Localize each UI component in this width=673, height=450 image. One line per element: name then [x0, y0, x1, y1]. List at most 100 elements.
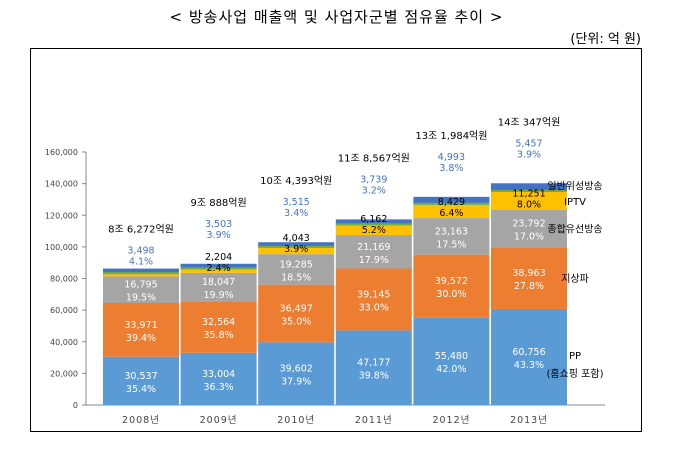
top-value-label: 3,739	[360, 174, 387, 185]
bar-segment-일반위성방송	[258, 242, 335, 248]
segment-share-label: 6.4%	[439, 208, 463, 219]
segment-value-label: 47,177	[357, 358, 390, 369]
bar-segment-일반위성방송	[335, 219, 412, 226]
legend-label-iptv: IPTV	[564, 197, 586, 208]
page-title: < 방송사업 매출액 및 사업자군별 점유율 추이 >	[169, 8, 504, 26]
bar-accent-strip	[258, 245, 335, 248]
segment-value-label: 18,047	[202, 277, 235, 288]
bar-segment-PP	[103, 356, 179, 405]
y-tick-label: 20,000	[50, 369, 78, 378]
bar-segment-IPTV	[413, 204, 490, 219]
segment-share-label: 39.8%	[359, 371, 389, 382]
total-label: 14조 347억원	[498, 116, 561, 128]
segment-value-label: 39,145	[357, 289, 390, 300]
bar-accent-strip	[491, 189, 567, 192]
segment-value-label: 39,602	[280, 364, 313, 375]
legend-label-satellite: 일반위성방송	[547, 180, 602, 193]
bar-segment-IPTV	[180, 269, 257, 273]
bar-segment-일반위성방송	[103, 268, 179, 275]
legend-label-pp-sub: (홈쇼핑 포함)	[547, 367, 604, 380]
segment-share-label: 35.8%	[204, 330, 234, 341]
bar-segment-지상파	[180, 301, 257, 353]
total-label: 11조 8,567억원	[338, 152, 410, 164]
bar-segment-지상파	[335, 268, 412, 331]
legend-label-cable: 종합유선방송	[547, 224, 602, 236]
top-value-label: 4,993	[438, 152, 465, 163]
segment-value-label: 23,792	[512, 219, 545, 230]
y-tick-label: 140,000	[45, 180, 78, 189]
top-value-label: 3,503	[205, 219, 232, 230]
segment-share-label: 17.9%	[359, 255, 389, 266]
segment-share-label: 19.5%	[126, 293, 156, 304]
segment-share-label: 36.3%	[204, 382, 234, 393]
segment-share-label: 5.2%	[362, 225, 386, 236]
bar-segment-지상파	[258, 284, 335, 343]
segment-value-label: 33,971	[124, 320, 157, 331]
bar-segment-종합유선방송	[491, 209, 567, 248]
segment-share-label: 3.9%	[284, 244, 308, 255]
segment-value-label: 39,572	[435, 276, 468, 287]
segment-value-label: 23,163	[435, 226, 468, 237]
segment-value-label: 8,429	[438, 197, 465, 208]
segment-share-label: 27.8%	[514, 281, 544, 292]
bar-segment-지상파	[103, 302, 179, 357]
segment-share-label: 33.0%	[359, 302, 389, 313]
bar-segment-종합유선방송	[180, 272, 257, 302]
segment-value-label: 19,285	[280, 259, 313, 270]
segment-share-label: 17.0%	[514, 232, 544, 243]
total-label: 9조 888억원	[190, 197, 246, 209]
segment-value-label: 6,162	[360, 214, 387, 225]
x-tick-label: 2012년	[432, 415, 470, 426]
segment-value-label: 30,537	[124, 371, 157, 382]
bar-segment-종합유선방송	[335, 235, 412, 269]
segment-value-label: 2,204	[205, 252, 232, 263]
x-tick-label: 2010년	[277, 415, 315, 426]
segment-value-label: 55,480	[435, 351, 468, 362]
x-tick-label: 2013년	[510, 415, 548, 426]
bar-segment-일반위성방송	[180, 263, 257, 270]
total-label: 10조 4,393억원	[260, 175, 332, 187]
top-share-label: 3.9%	[517, 149, 541, 160]
bar-segment-PP	[180, 352, 257, 405]
segment-share-label: 39.4%	[126, 333, 156, 344]
segment-share-label: 17.5%	[436, 239, 466, 250]
bar-segment-IPTV	[258, 247, 335, 255]
bar-accent-strip	[180, 267, 257, 270]
bar-accent-strip	[413, 202, 490, 205]
x-tick-label: 2011년	[355, 415, 393, 426]
y-tick-label: 100,000	[45, 243, 78, 252]
y-tick-label: 160,000	[45, 148, 78, 157]
x-tick-label: 2009년	[200, 415, 238, 426]
bar-segment-일반위성방송	[413, 196, 490, 205]
y-tick-label: 120,000	[45, 211, 78, 220]
total-label: 13조 1,984억원	[415, 130, 487, 142]
bar-segment-지상파	[413, 254, 490, 318]
segment-value-label: 4,043	[283, 233, 310, 244]
top-value-label: 3,515	[283, 197, 310, 208]
bar-segment-일반위성방송	[491, 183, 567, 192]
segment-share-label: 8.0%	[517, 200, 541, 211]
y-tick-label: 60,000	[50, 306, 78, 315]
bar-segment-PP	[258, 342, 335, 405]
segment-value-label: 38,963	[512, 268, 545, 279]
top-share-label: 3.2%	[362, 185, 386, 196]
bar-segment-PP	[413, 317, 490, 405]
segment-share-label: 42.0%	[436, 364, 466, 375]
segment-value-label: 16,795	[124, 280, 157, 291]
segment-share-label: 35.4%	[126, 384, 156, 395]
bar-segment-종합유선방송	[258, 254, 335, 285]
unit-label: (단위: 억 원)	[570, 32, 641, 47]
segment-share-label: 37.9%	[281, 377, 311, 388]
bar-segment-종합유선방송	[103, 276, 179, 303]
x-tick-label: 2008년	[122, 415, 160, 426]
bar-segment-IPTV	[103, 274, 179, 277]
segment-value-label: 60,756	[512, 347, 545, 358]
bar-segment-PP	[335, 330, 412, 405]
top-value-label: 3,498	[127, 246, 154, 257]
bar-segment-종합유선방송	[413, 218, 490, 255]
legend-label-terrestrial: 지상파	[561, 273, 589, 285]
segment-value-label: 32,564	[202, 317, 235, 328]
segment-share-label: 2.4%	[207, 263, 231, 274]
y-tick-label: 0	[73, 401, 78, 410]
top-share-label: 3.9%	[207, 230, 231, 241]
